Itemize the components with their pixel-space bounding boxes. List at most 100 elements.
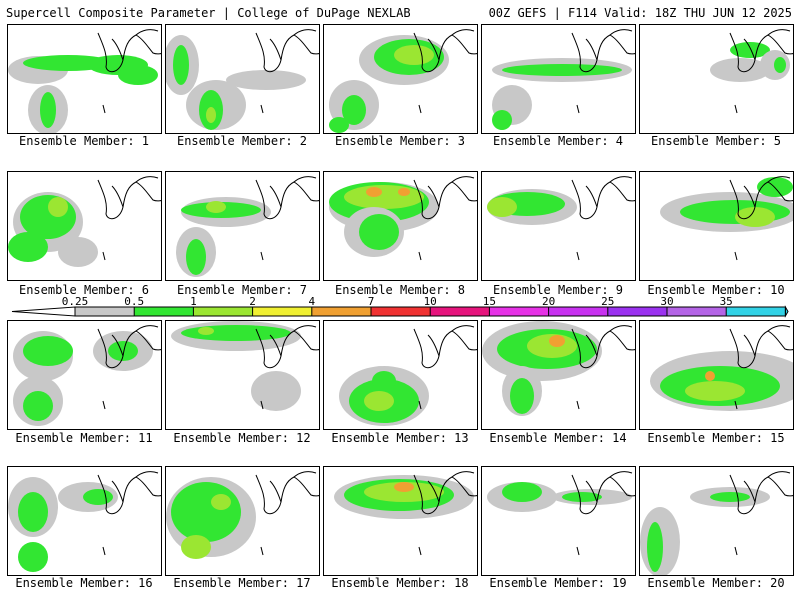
ensemble-panel-13 [323, 320, 478, 430]
scp-contour [394, 482, 414, 492]
scp-contour [18, 542, 48, 572]
colorbar-tick-label: 4 [308, 297, 315, 308]
scp-field [176, 176, 319, 277]
great-lakes-coastline [729, 179, 793, 220]
great-lakes-coastline [97, 474, 161, 515]
great-lakes-coastline [451, 176, 475, 183]
scp-contour [48, 197, 68, 217]
ensemble-panel-3 [323, 24, 478, 134]
scp-contour [58, 237, 98, 267]
great-lakes-coastline [585, 334, 598, 357]
coastline-fragment [418, 546, 422, 556]
great-lakes-coastline [585, 185, 598, 208]
great-lakes-coastline [585, 480, 598, 503]
ensemble-panel-1 [7, 24, 162, 134]
scp-field [487, 471, 635, 556]
color-scale-legend: 0.25 0.5 1 2 4 7 10 15 20 25 30 35 [11, 297, 789, 318]
scp-field [710, 29, 793, 114]
great-lakes-coastline [255, 474, 319, 515]
ensemble-panel-10 [639, 171, 794, 281]
great-lakes-coastline [97, 179, 161, 220]
colorbar-segment [371, 307, 431, 316]
great-lakes-coastline [767, 176, 791, 183]
ensemble-panel-7 [165, 171, 320, 281]
scp-field [8, 176, 161, 267]
ensemble-panel-15 [639, 320, 794, 430]
scp-contour [394, 45, 434, 65]
colorbar-tick-label: 25 [601, 297, 614, 308]
ensemble-member-label: Ensemble Member: 14 [489, 431, 627, 445]
scp-field [650, 325, 793, 411]
great-lakes-coastline [427, 185, 440, 208]
coastline-fragment [418, 400, 422, 410]
ensemble-member-label: Ensemble Member: 9 [492, 283, 624, 297]
coastline-fragment [102, 400, 106, 410]
ensemble-panel-4 [481, 24, 636, 134]
great-lakes-coastline [413, 328, 477, 369]
scp-contour [211, 494, 231, 510]
scp-contour [344, 185, 424, 209]
ensemble-member-label: Ensemble Member: 15 [647, 431, 785, 445]
scp-field [329, 29, 477, 133]
great-lakes-coastline [269, 334, 282, 357]
colorbar-tick-label: 15 [483, 297, 496, 308]
scp-field [492, 29, 635, 130]
great-lakes-coastline [111, 38, 124, 61]
great-lakes-coastline [269, 38, 282, 61]
ensemble-member-label: Ensemble Member: 10 [647, 283, 785, 297]
colorbar-segment [489, 307, 549, 316]
map-title: Supercell Composite Parameter | College … [6, 6, 411, 20]
great-lakes-coastline [729, 32, 793, 73]
scp-contour [108, 341, 138, 361]
scp-field [329, 176, 477, 261]
ensemble-panel-8 [323, 171, 478, 281]
scp-contour [18, 492, 48, 532]
great-lakes-coastline [135, 29, 159, 36]
colorbar-segment [252, 307, 312, 316]
valid-time: 00Z GEFS | F114 Valid: 18Z THU JUN 12 20… [488, 6, 792, 20]
scp-contour [510, 378, 534, 414]
scp-contour [549, 335, 565, 347]
great-lakes-coastline [609, 325, 633, 332]
ensemble-member-label: Ensemble Member: 16 [15, 576, 153, 590]
ensemble-member-label: Ensemble Member: 4 [492, 134, 624, 148]
coastline-fragment [576, 546, 580, 556]
colorbar-segment [75, 307, 135, 316]
colorbar-segment [193, 307, 253, 316]
great-lakes-coastline [571, 474, 635, 515]
great-lakes-coastline [571, 32, 635, 73]
scp-field [171, 321, 319, 411]
colorbar-segment [430, 307, 490, 316]
great-lakes-coastline [255, 179, 319, 220]
ensemble-member-label: Ensemble Member: 19 [489, 576, 627, 590]
scp-contour [502, 64, 622, 76]
scp-field [334, 471, 477, 556]
ensemble-member-label: Ensemble Member: 20 [647, 576, 785, 590]
scp-contour [40, 92, 56, 128]
ensemble-member-label: Ensemble Member: 3 [334, 134, 466, 148]
great-lakes-coastline [743, 38, 756, 61]
colorbar-tick-label: 0.25 [62, 297, 89, 308]
ensemble-panel-14 [481, 320, 636, 430]
coastline-fragment [260, 400, 264, 410]
colorbar-min-arrow [11, 306, 76, 317]
great-lakes-coastline [609, 29, 633, 36]
ensemble-member-label: Ensemble Member: 11 [15, 431, 153, 445]
ensemble-panel-6 [7, 171, 162, 281]
scp-field [640, 471, 793, 575]
ensemble-panel-5 [639, 24, 794, 134]
scp-contour [181, 325, 291, 341]
colorbar-segment [548, 307, 608, 316]
scp-contour [735, 207, 775, 227]
colorbar-tick-label: 35 [720, 297, 733, 308]
colorbar-tick-label: 0.5 [124, 297, 144, 308]
scp-contour [171, 482, 241, 542]
ensemble-member-label: Ensemble Member: 18 [331, 576, 469, 590]
colorbar-tick-label: 20 [542, 297, 555, 308]
great-lakes-coastline [111, 334, 124, 357]
coastline-fragment [260, 251, 264, 261]
scp-field [166, 471, 319, 559]
ensemble-panel-17 [165, 466, 320, 576]
great-lakes-coastline [609, 176, 633, 183]
scp-contour [492, 110, 512, 130]
